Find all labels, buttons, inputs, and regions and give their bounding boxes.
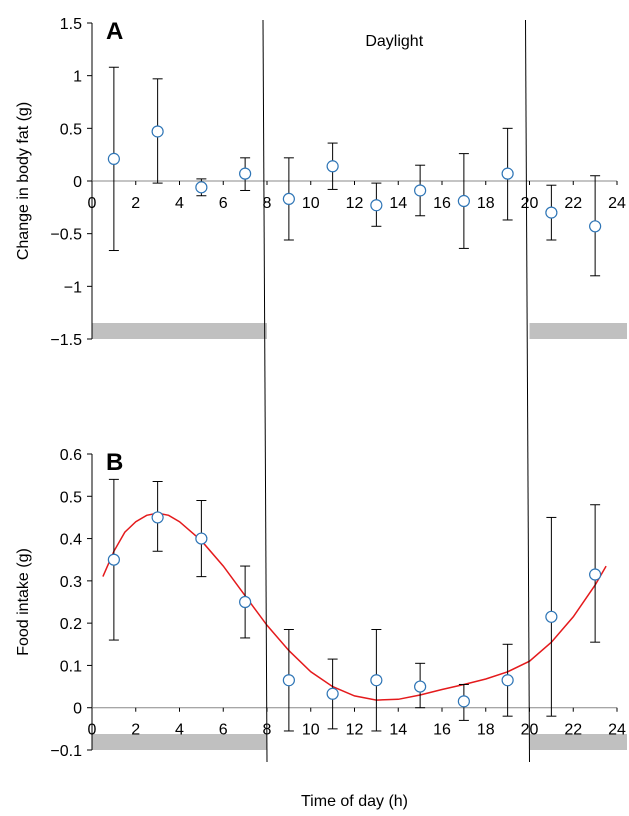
data-point xyxy=(370,199,383,212)
x-tick-label: 4 xyxy=(175,722,184,739)
y-tick-label: −1.5 xyxy=(50,332,82,349)
daylight-overlay: Daylight xyxy=(262,19,530,763)
y-tick-label: 0.6 xyxy=(60,447,82,464)
x-tick-label: 4 xyxy=(175,195,184,212)
y-axis-label: Food intake (g) xyxy=(15,548,32,656)
y-tick-label: 1.5 xyxy=(60,16,82,33)
y-tick-label: 0 xyxy=(73,701,82,718)
panel-a: 1.510.50−0.5−1−1.50 2 4 6 8 10 12 14 16 18 20 22 24C… xyxy=(15,16,627,349)
x-tick-label: 18 xyxy=(477,722,495,739)
data-point xyxy=(282,192,295,206)
x-tick-label: 22 xyxy=(564,195,582,212)
data-point xyxy=(370,674,383,687)
x-tick-label: 14 xyxy=(389,195,407,212)
data-point xyxy=(545,206,558,219)
x-tick-label: 10 xyxy=(302,722,320,739)
data-point xyxy=(195,181,208,194)
x-tick-label: 12 xyxy=(346,195,364,212)
x-tick-label: 14 xyxy=(389,722,407,739)
daylight-end-line xyxy=(525,19,530,763)
x-axis-label: Time of day (h) xyxy=(301,793,408,810)
y-tick-label: 0.2 xyxy=(60,616,82,633)
data-point xyxy=(239,595,252,609)
data-point xyxy=(107,553,120,566)
x-tick-label: 0 xyxy=(88,195,97,212)
x-tick-label: 12 xyxy=(346,722,364,739)
data-point xyxy=(326,687,339,700)
x-tick-label: 20 xyxy=(521,195,539,212)
panel-letter: B xyxy=(106,449,123,476)
x-tick-label: 0 xyxy=(88,722,97,739)
x-tick-label: 24 xyxy=(608,722,626,739)
y-axis-label: Change in body fat (g) xyxy=(15,102,32,260)
y-tick-label: −0.1 xyxy=(50,743,82,760)
dark-period-bar xyxy=(92,734,267,750)
data-point xyxy=(589,220,602,233)
y-tick-label: −0.5 xyxy=(50,227,82,244)
data-point xyxy=(151,511,164,524)
data-point xyxy=(545,610,558,623)
x-tick-label: 2 xyxy=(131,195,140,212)
y-tick-label: 0.1 xyxy=(60,658,82,675)
panel-letter: A xyxy=(106,18,123,45)
x-tick-label: 6 xyxy=(219,195,228,212)
y-tick-label: 0.4 xyxy=(60,532,82,549)
data-point xyxy=(589,568,602,581)
data-point xyxy=(414,680,427,693)
data-point xyxy=(107,152,120,165)
x-tick-label: 6 xyxy=(219,722,228,739)
dark-period-bar xyxy=(92,323,267,339)
daylight-label: Daylight xyxy=(365,33,423,50)
data-point xyxy=(457,194,470,208)
data-point xyxy=(151,125,164,138)
dark-period-bar xyxy=(529,734,627,750)
x-tick-label: 16 xyxy=(433,195,451,212)
x-tick-label: 10 xyxy=(302,195,320,212)
dark-period-bar xyxy=(529,323,627,339)
data-point xyxy=(501,167,514,180)
daylight-start-line xyxy=(262,19,268,763)
data-point xyxy=(195,532,208,545)
x-tick-label: 22 xyxy=(564,722,582,739)
data-point xyxy=(239,167,252,180)
x-tick-label: 8 xyxy=(263,195,272,212)
y-tick-label: 0.5 xyxy=(60,121,82,138)
y-tick-label: 0.5 xyxy=(60,489,82,506)
fit-curve xyxy=(102,512,607,701)
panel-b: 0.60.50.40.30.20.10−0.102468101214161820… xyxy=(15,447,627,810)
y-tick-label: −1 xyxy=(64,279,82,296)
data-point xyxy=(457,695,470,708)
y-tick-label: 0.3 xyxy=(60,574,82,591)
data-point xyxy=(501,674,514,687)
y-tick-label: 0 xyxy=(73,174,82,191)
x-tick-label: 2 xyxy=(131,722,140,739)
data-point xyxy=(282,674,295,687)
data-point xyxy=(414,184,427,197)
x-tick-label: 24 xyxy=(608,195,626,212)
x-tick-label: 18 xyxy=(477,195,495,212)
y-tick-label: 1 xyxy=(73,69,82,86)
data-point xyxy=(326,160,339,173)
x-tick-label: 16 xyxy=(433,722,451,739)
